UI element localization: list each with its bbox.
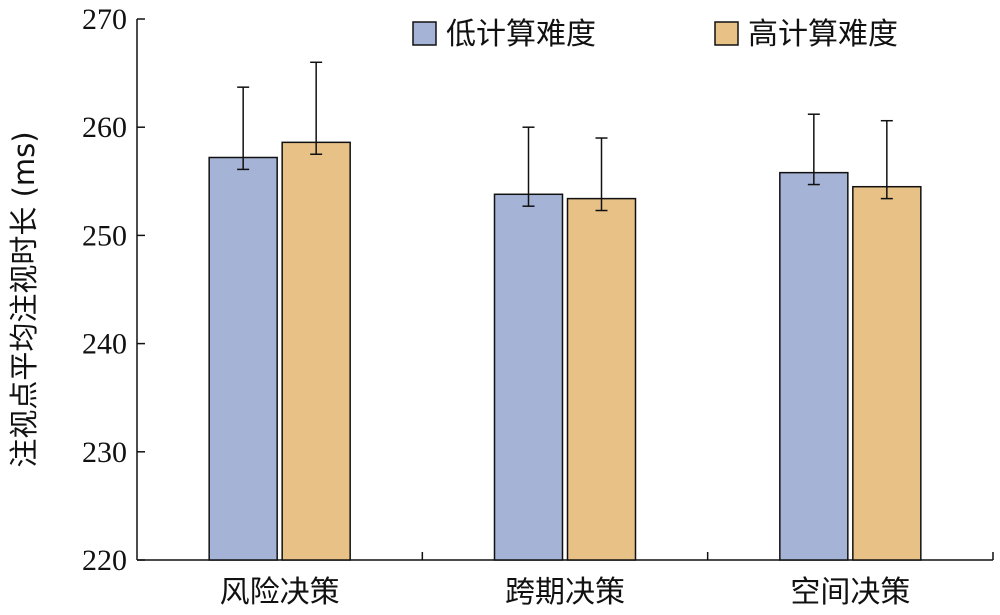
chart-bars — [208, 61, 922, 561]
y-tick-label: 240 — [82, 328, 127, 361]
y-tick-label: 270 — [82, 3, 127, 36]
chart-axes: 220 230 240 250 260 270 风险决策 跨期决策 空间决策 — [82, 3, 994, 610]
bar — [493, 193, 564, 561]
y-tick-label: 230 — [82, 436, 127, 469]
legend-label: 高计算难度 — [748, 17, 898, 52]
y-tick-label: 250 — [82, 219, 127, 252]
x-tick-label: 跨期决策 — [505, 575, 625, 610]
bar — [281, 141, 351, 561]
y-axis-title: 注视点平均注视时长 (ms) — [7, 131, 41, 467]
bar — [566, 197, 637, 561]
x-tick-label: 风险决策 — [220, 575, 340, 610]
chart-legend: 低计算难度 高计算难度 — [412, 17, 898, 52]
bar — [208, 156, 278, 561]
y-tick-label: 220 — [82, 544, 127, 577]
legend-label: 低计算难度 — [446, 17, 596, 52]
bar — [779, 171, 849, 561]
x-tick-label: 空间决策 — [790, 575, 910, 610]
legend-swatch — [412, 21, 437, 46]
bar — [852, 185, 922, 561]
legend-swatch — [714, 21, 739, 46]
y-tick-label: 260 — [82, 111, 127, 144]
